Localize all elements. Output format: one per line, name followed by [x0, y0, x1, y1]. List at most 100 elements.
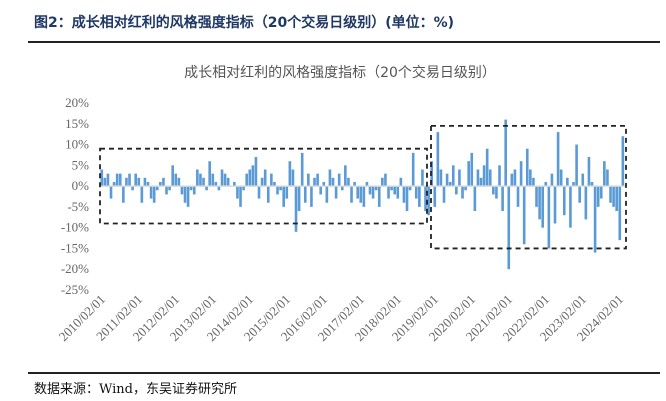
- data-bar: [485, 148, 489, 187]
- data-bar: [146, 181, 150, 187]
- data-bar: [310, 186, 313, 207]
- data-bar: [254, 157, 258, 187]
- data-bar: [615, 186, 618, 212]
- data-bar: [149, 186, 153, 199]
- data-bar: [587, 157, 591, 187]
- dashed-annotation-box: [430, 124, 627, 250]
- data-bar: [137, 177, 141, 187]
- data-bar: [402, 186, 406, 203]
- data-bar: [322, 181, 326, 187]
- data-bar: [180, 186, 184, 195]
- data-bar: [562, 186, 566, 216]
- data-bar: [340, 186, 344, 191]
- data-bar: [199, 173, 202, 187]
- data-bar: [300, 152, 304, 187]
- data-bar: [498, 165, 501, 187]
- data-bar: [344, 165, 347, 187]
- data-bar: [350, 186, 353, 203]
- data-bar: [421, 169, 424, 187]
- data-bar: [257, 186, 261, 199]
- data-bar: [313, 177, 316, 187]
- data-bar: [359, 186, 363, 203]
- data-bar: [516, 186, 520, 207]
- data-bar: [217, 186, 221, 191]
- y-tick-label: 10%: [65, 137, 89, 152]
- data-bar: [550, 173, 554, 187]
- data-bar: [316, 173, 319, 187]
- y-tick-label: 20%: [65, 95, 89, 110]
- data-bar: [566, 177, 569, 187]
- data-bar: [328, 169, 332, 187]
- data-bar: [393, 186, 396, 195]
- data-bar: [285, 186, 289, 199]
- data-bar: [535, 186, 538, 207]
- y-tick-label: 0%: [72, 178, 90, 193]
- data-bar: [377, 186, 381, 207]
- data-bar: [618, 186, 622, 241]
- data-bar: [211, 173, 215, 187]
- data-bar: [189, 186, 193, 191]
- data-bar: [387, 186, 390, 199]
- data-bar: [439, 169, 443, 187]
- data-bar: [593, 186, 597, 253]
- y-tick-label: -20%: [61, 261, 89, 276]
- data-bar: [192, 186, 196, 195]
- data-bar: [177, 177, 181, 187]
- data-bar: [606, 169, 609, 187]
- data-bar: [368, 186, 372, 195]
- data-bar: [510, 173, 514, 187]
- y-tick-label: -15%: [61, 240, 89, 255]
- data-bar: [603, 161, 606, 187]
- data-bar: [109, 186, 113, 199]
- data-bar: [418, 186, 421, 207]
- data-bar: [288, 161, 292, 187]
- data-bar: [291, 169, 295, 187]
- data-bar: [208, 161, 211, 187]
- data-bar: [544, 181, 548, 187]
- data-bar: [356, 186, 359, 199]
- data-bar: [581, 173, 585, 187]
- data-bar: [488, 169, 492, 187]
- data-bar: [427, 186, 430, 216]
- data-bar: [248, 169, 252, 187]
- data-bar: [495, 186, 498, 199]
- data-bar: [319, 186, 322, 195]
- data-bar: [461, 186, 464, 199]
- data-bar: [504, 119, 507, 187]
- data-bar: [433, 186, 437, 207]
- data-bar: [347, 177, 350, 187]
- data-bar: [538, 186, 541, 220]
- data-bar: [559, 169, 563, 187]
- data-bar: [584, 186, 588, 220]
- data-bar: [396, 186, 400, 199]
- data-bar: [572, 181, 575, 187]
- data-bar: [365, 181, 369, 187]
- data-bar: [226, 177, 230, 187]
- data-bar: [270, 173, 273, 187]
- data-bar: [100, 169, 104, 187]
- figure-title: 图2：成长相对红利的风格强度指标（20个交易日级别）(单位：%): [34, 15, 455, 31]
- data-bar: [140, 186, 144, 203]
- data-bar: [519, 161, 523, 187]
- data-bar: [442, 186, 446, 203]
- data-bar: [599, 186, 603, 199]
- data-bar: [174, 173, 178, 187]
- data-bar: [162, 177, 165, 187]
- data-bar: [384, 173, 387, 187]
- data-bar: [294, 186, 298, 232]
- data-bar: [569, 186, 572, 228]
- data-bar: [390, 186, 393, 191]
- annotation-boxes: [99, 124, 627, 250]
- data-bar: [171, 165, 174, 187]
- data-bar: [266, 186, 270, 203]
- data-bar: [596, 186, 600, 207]
- y-tick-label: 5%: [72, 157, 90, 172]
- data-bar: [183, 186, 187, 203]
- data-bar: [131, 186, 134, 191]
- data-bar: [128, 173, 131, 187]
- data-bar: [134, 173, 137, 187]
- data-bar: [473, 186, 477, 212]
- data-bar: [325, 186, 329, 203]
- data-bar: [470, 152, 474, 187]
